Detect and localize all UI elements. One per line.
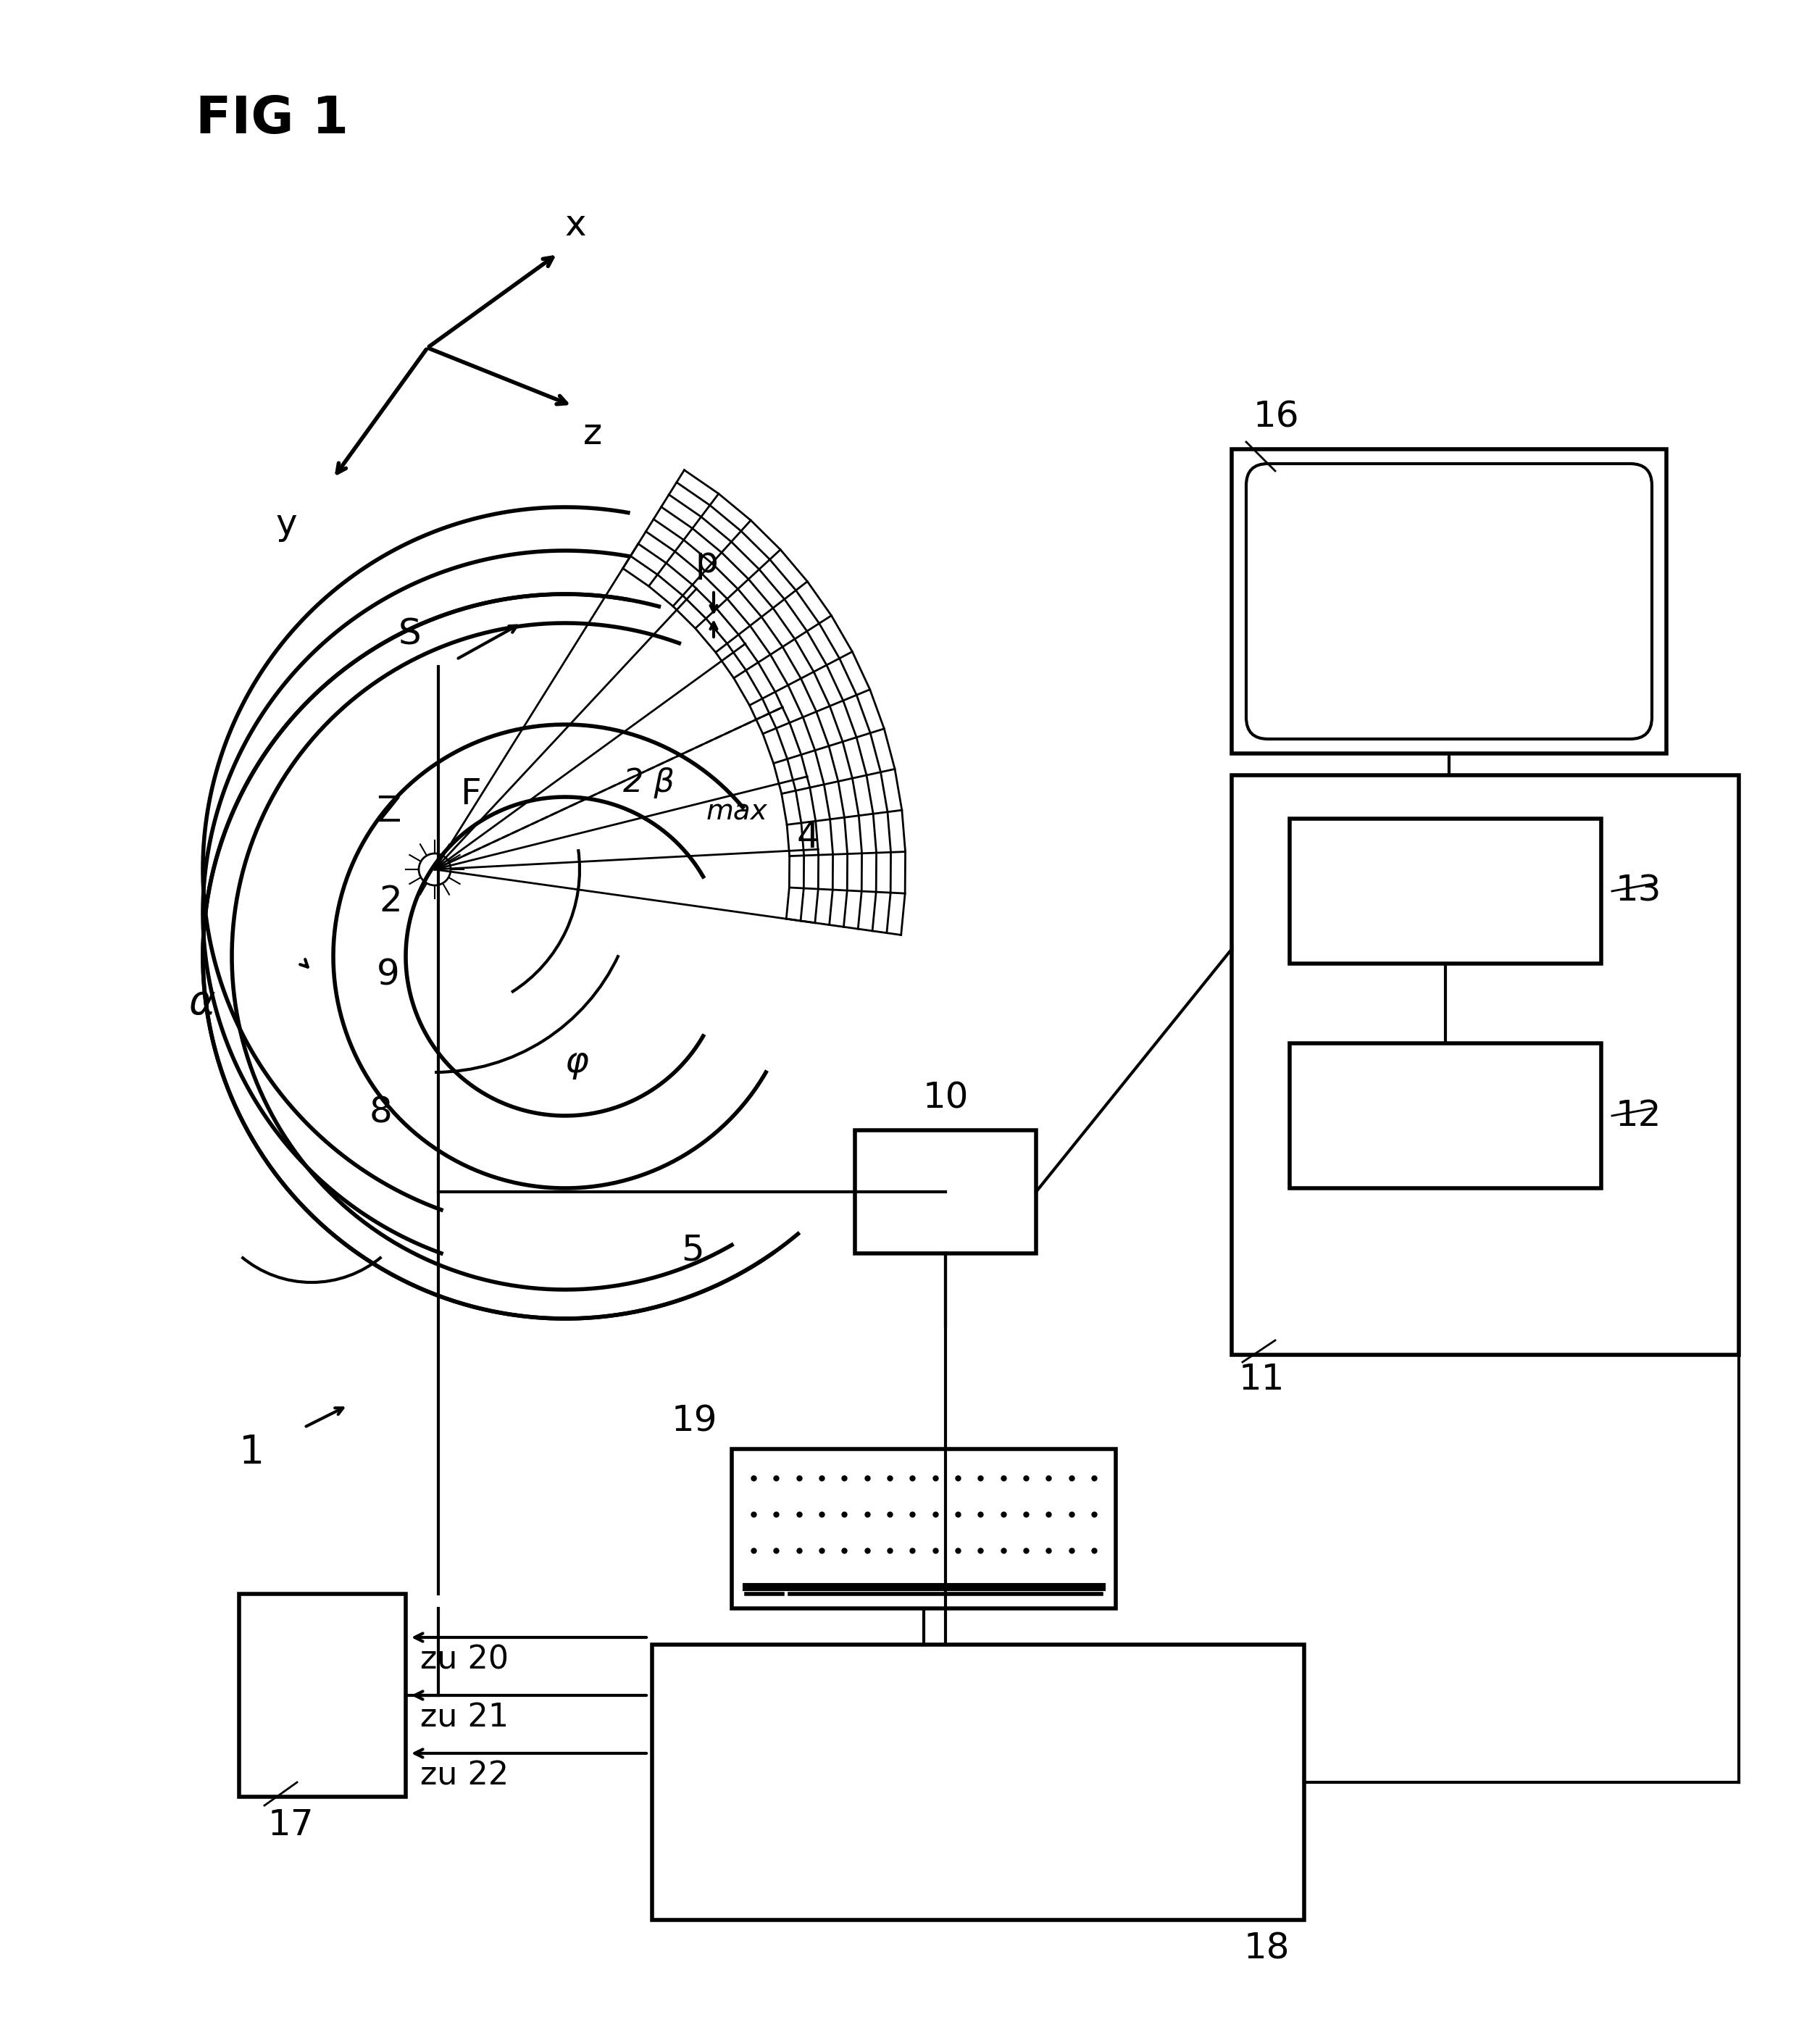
Text: S: S xyxy=(399,618,422,652)
Text: z: z xyxy=(582,417,602,452)
FancyBboxPatch shape xyxy=(1247,464,1653,739)
Text: F: F xyxy=(460,778,480,812)
Text: Z: Z xyxy=(377,794,402,828)
Text: zu 20: zu 20 xyxy=(420,1644,510,1677)
Text: zu 22: zu 22 xyxy=(420,1760,510,1792)
Text: 2: 2 xyxy=(379,883,402,919)
Text: α: α xyxy=(189,984,215,1023)
FancyBboxPatch shape xyxy=(732,1450,1116,1608)
FancyBboxPatch shape xyxy=(1290,818,1602,964)
FancyBboxPatch shape xyxy=(855,1130,1036,1253)
FancyBboxPatch shape xyxy=(1290,1043,1602,1189)
Text: 17: 17 xyxy=(268,1808,315,1843)
Text: p: p xyxy=(695,545,719,579)
Text: 8: 8 xyxy=(369,1096,393,1130)
Text: 18: 18 xyxy=(1243,1930,1290,1966)
Text: 19: 19 xyxy=(672,1403,717,1438)
Text: zu 21: zu 21 xyxy=(420,1703,510,1733)
Text: 2 β: 2 β xyxy=(622,767,675,798)
Text: 10: 10 xyxy=(923,1081,968,1116)
Text: max: max xyxy=(706,798,768,826)
FancyBboxPatch shape xyxy=(1232,450,1667,753)
Text: FIG 1: FIG 1 xyxy=(195,95,349,144)
Text: 1: 1 xyxy=(238,1434,264,1472)
Text: 5: 5 xyxy=(681,1233,704,1268)
FancyBboxPatch shape xyxy=(1232,776,1738,1355)
Text: y: y xyxy=(275,506,297,543)
Text: 13: 13 xyxy=(1616,873,1662,909)
Text: x: x xyxy=(566,209,586,243)
Text: 12: 12 xyxy=(1616,1098,1662,1134)
Text: 16: 16 xyxy=(1254,399,1299,435)
Text: 9: 9 xyxy=(377,958,400,992)
Text: 4: 4 xyxy=(797,820,821,855)
FancyBboxPatch shape xyxy=(652,1644,1305,1920)
Text: 11: 11 xyxy=(1239,1363,1285,1397)
Text: φ: φ xyxy=(566,1045,590,1079)
FancyBboxPatch shape xyxy=(238,1594,406,1796)
